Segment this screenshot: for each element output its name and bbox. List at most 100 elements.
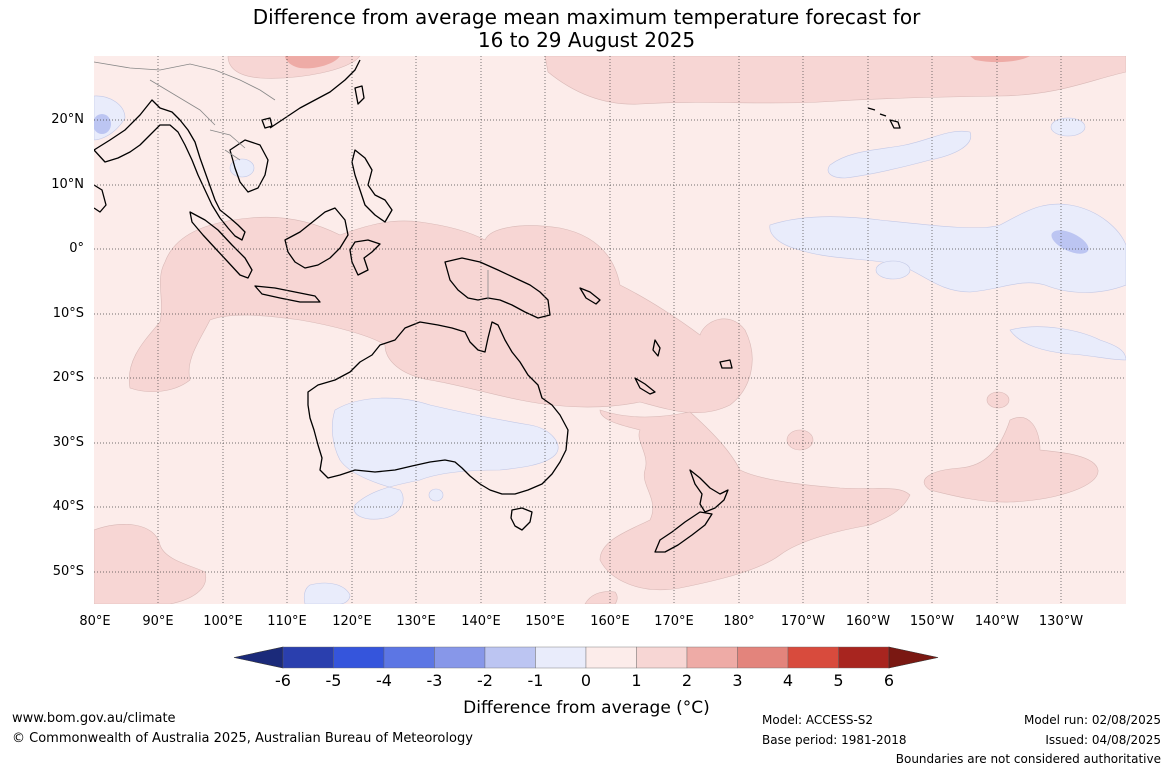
china-coastline	[269, 59, 361, 129]
moderate-warm-regions	[285, 56, 1030, 69]
cool-region-equatorial-pacific	[769, 203, 1126, 293]
colorbar-tick-label: -2	[477, 671, 493, 690]
cool-anomaly-regions	[94, 95, 1126, 604]
coastlines	[94, 59, 901, 553]
taiwan-coastline	[354, 85, 365, 105]
cool-region-blob-2	[1050, 117, 1086, 137]
colorbar-tick-label: -3	[426, 671, 443, 690]
map-area	[94, 56, 1126, 604]
colorbar-swatch	[383, 646, 435, 669]
colorbar-swatch	[838, 646, 890, 669]
new-caledonia-coastline	[634, 377, 656, 395]
colorbar-swatch	[434, 646, 486, 669]
colorbar-tick-label: -5	[325, 671, 342, 690]
lon-label-150e: 150°E	[525, 614, 565, 629]
lat-label-20n: 20°N	[51, 112, 84, 127]
lon-label-170e: 170°E	[654, 614, 694, 629]
colorbar-swatches	[233, 646, 939, 669]
lat-label-30s: 30°S	[52, 435, 84, 450]
moderate-warm-region-1	[285, 56, 340, 69]
lon-label-170w: 170°W	[780, 614, 826, 629]
cool-region-north-pacific	[827, 130, 972, 179]
colorbar-swatch	[484, 646, 536, 669]
cool-region-blob-4	[428, 488, 444, 502]
colorbar-tick-label: 0	[580, 671, 592, 690]
colorbar-label: Difference from average (°C)	[463, 698, 710, 718]
lon-label-110e: 110°E	[267, 614, 307, 629]
warm-region-blob-1	[786, 429, 814, 451]
colorbar-swatch	[686, 646, 738, 669]
colorbar-tick-label: -6	[275, 671, 291, 690]
colorbar-tick-label: 5	[833, 671, 844, 690]
warm-region-maritime-continent	[128, 216, 753, 414]
model-run-date: Model run: 02/08/2025	[1023, 713, 1161, 727]
lon-label-180: 180°	[723, 614, 755, 629]
colorbar-tick-label: 3	[732, 671, 743, 690]
disclaimer: Boundaries are not considered authoritat…	[895, 752, 1161, 766]
cool-region-australia	[331, 397, 559, 520]
sulawesi-coastline	[349, 239, 381, 276]
borneo-coastline	[284, 207, 349, 269]
lon-label-140e: 140°E	[461, 614, 501, 629]
lat-label-10s: 10°S	[52, 306, 84, 321]
australia-coastline	[307, 321, 569, 495]
lat-label-0: 0°	[69, 241, 84, 256]
colorbar-swatch	[737, 646, 789, 669]
colorbar-tick-label: -4	[376, 671, 392, 690]
lon-label-140w: 140°W	[974, 614, 1020, 629]
lat-label-10n: 10°N	[51, 177, 84, 192]
colorbar-tick-label: 4	[782, 671, 794, 690]
colorbar-extend-left	[233, 646, 284, 669]
moderate-cool-region-2	[94, 114, 111, 134]
colorbar-tick-label: 2	[681, 671, 693, 690]
colorbar-swatch	[333, 646, 385, 669]
philippines-coastline	[351, 149, 393, 223]
lat-label-20s: 20°S	[52, 370, 84, 385]
lon-label-100e: 100°E	[203, 614, 243, 629]
hawaii-coastline	[867, 107, 901, 129]
lon-label-150w: 150°W	[909, 614, 955, 629]
new-zealand-north-coastline	[689, 469, 729, 513]
colorbar	[233, 646, 939, 669]
lon-label-160e: 160°E	[590, 614, 630, 629]
cool-region-east-pacific	[1009, 326, 1126, 361]
colorbar-swatch	[535, 646, 587, 669]
lon-label-90e: 90°E	[142, 614, 174, 629]
colorbar-tick-label: -1	[527, 671, 544, 690]
warm-region-south-tip	[584, 591, 618, 604]
gridlines	[94, 56, 1126, 604]
mainland-asia-coastline	[94, 99, 246, 241]
vanuatu-coastline	[652, 339, 661, 357]
lon-label-130e: 130°E	[396, 614, 436, 629]
tasmania-coastline	[510, 507, 533, 531]
colorbar-swatch	[585, 646, 637, 669]
java-coastline	[254, 285, 321, 303]
asia-borders	[94, 61, 276, 161]
colorbar-tick-label: 6	[883, 671, 895, 690]
lon-label-120e: 120°E	[332, 614, 372, 629]
warm-region-blob-2	[986, 391, 1010, 409]
lon-label-160w: 160°W	[845, 614, 891, 629]
colorbar-tick-label: 1	[631, 671, 642, 690]
lon-label-80e: 80°E	[79, 614, 111, 629]
colorbar-swatch	[636, 646, 688, 669]
sri-lanka-coastline	[94, 184, 107, 213]
moderate-warm-region-2	[970, 56, 1030, 63]
hainan-coastline	[261, 117, 273, 129]
base-period: Base period: 1981-2018	[762, 733, 907, 747]
sumatra-coastline	[189, 211, 253, 279]
lon-label-130w: 130°W	[1038, 614, 1084, 629]
map-title-line-2: 16 to 29 August 2025	[477, 28, 696, 52]
fiji-coastline	[719, 359, 733, 369]
solomon-islands-coastline	[579, 287, 601, 305]
copyright-text: © Commonwealth of Australia 2025, Austra…	[12, 731, 473, 746]
website-url: www.bom.gov.au/climate	[12, 711, 176, 726]
cool-region-south	[303, 582, 351, 604]
lat-label-50s: 50°S	[52, 564, 84, 579]
warm-region-south-pacific	[923, 417, 1099, 503]
colorbar-swatch	[282, 646, 334, 669]
model-name: Model: ACCESS-S2	[762, 713, 874, 727]
warm-region-southwest	[94, 524, 207, 604]
colorbar-extend-right	[888, 646, 939, 669]
